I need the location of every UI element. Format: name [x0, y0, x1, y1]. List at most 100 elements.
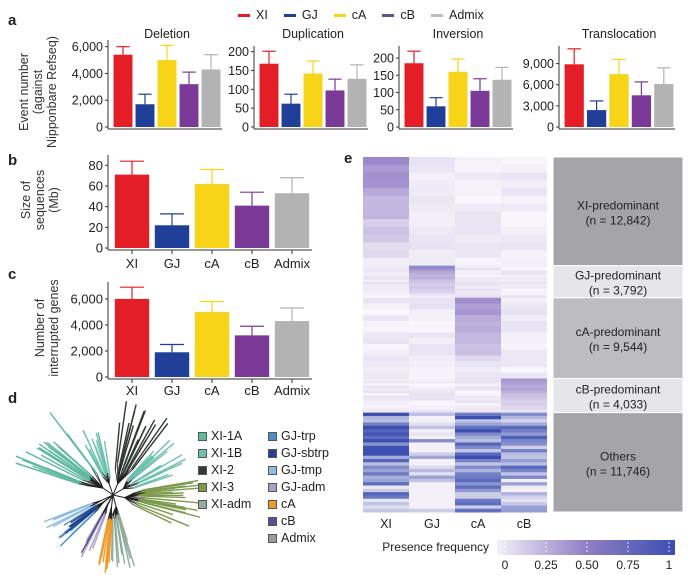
heatmap-cell — [409, 388, 455, 392]
bar-admix — [274, 193, 310, 248]
chart-title: Translocation — [582, 27, 657, 41]
heatmap-cell — [409, 498, 455, 503]
heatmap-cell — [363, 385, 409, 389]
panel-label-c: c — [8, 266, 17, 283]
tree-leaf — [36, 447, 87, 480]
clade-xi-3 — [112, 479, 200, 527]
heatmap-cell — [363, 407, 409, 411]
heatmap-cell — [501, 226, 547, 236]
heatmap-cell — [409, 380, 455, 384]
heatmap-cell — [409, 505, 455, 510]
tree-branch — [112, 494, 125, 499]
tree-legend-label: GJ-sbtrp — [281, 446, 329, 460]
heatmap-cell — [409, 429, 455, 433]
tree-leaf — [133, 442, 175, 478]
heatmap-cell — [455, 383, 501, 387]
tree-legend-swatch — [268, 448, 277, 458]
heatmap-cell — [501, 366, 547, 374]
tree-leaf — [131, 417, 168, 469]
tree-leaf — [48, 449, 91, 480]
heatmap-cell — [501, 164, 547, 174]
heatmap-cell — [455, 455, 501, 460]
heatmap-cell — [363, 203, 409, 212]
heatmap-cell — [409, 462, 455, 467]
tree-legend-item-gj-sbtrp: GJ-sbtrp — [268, 445, 358, 461]
tree-leaf — [131, 450, 168, 481]
heatmap-cell — [409, 349, 455, 356]
heatmap-cell — [501, 309, 547, 316]
heatmap-cell — [409, 203, 455, 212]
heatmap-cell — [363, 405, 409, 409]
heatmap-cell — [363, 372, 409, 379]
tree-legend-item-xi-3: XI-3 — [198, 479, 268, 495]
heatmap-cell — [363, 485, 409, 490]
heatmap-cell — [363, 172, 409, 181]
group-label: Others — [600, 449, 636, 463]
heatmap-cell — [455, 277, 501, 280]
tree-branch — [124, 497, 139, 502]
heatmap-cell — [501, 478, 547, 483]
heatmap-cell — [501, 435, 547, 440]
x-tick-label: GJ — [164, 383, 181, 398]
tree-legend-label: cA — [281, 497, 296, 511]
heatmap-cell — [501, 445, 547, 450]
bar-gj — [426, 106, 446, 127]
heatmap-cell — [455, 442, 501, 447]
heatmap-column-label: XI — [380, 517, 392, 531]
heatmap-cell — [409, 309, 455, 316]
bar-cb — [470, 90, 490, 127]
bar-admix — [201, 69, 221, 127]
heatmap-cell — [409, 320, 455, 328]
heatmap-cell — [455, 462, 501, 467]
heatmap-cell — [363, 272, 409, 276]
tree-branch — [108, 476, 111, 484]
heatmap-cell — [409, 449, 455, 453]
x-tick-label: GJ — [164, 256, 181, 271]
heatmap-cell — [501, 293, 547, 296]
heatmap-cell — [455, 445, 501, 450]
tree-branch — [107, 506, 112, 520]
legend-swatch — [333, 13, 346, 17]
heatmap-cell — [409, 297, 455, 305]
heatmap-cell — [501, 415, 547, 420]
chart-title: Duplication — [282, 27, 344, 41]
legend-label: cB — [400, 8, 415, 22]
heatmap-cell — [455, 295, 501, 299]
heatmap-cell — [501, 250, 547, 259]
heatmap-cell — [363, 482, 409, 486]
colorbar-label: Presence frequency — [382, 540, 489, 554]
heatmap-cell — [501, 452, 547, 457]
ylabel-a: Event number (against Nipponbare Refseq) — [17, 36, 59, 148]
heatmap-cell — [501, 234, 547, 243]
heatmap-cell — [455, 393, 501, 397]
heatmap-cell — [455, 281, 501, 285]
heatmap-cell — [409, 400, 455, 404]
legend-item-admix: Admix — [430, 8, 484, 22]
group-count: (n = 3,792) — [589, 284, 647, 298]
tree-leaf — [70, 504, 99, 524]
tree-legend-item-xi-adm: XI-adm — [198, 496, 268, 512]
group-count: (n = 9,544) — [589, 340, 647, 354]
heatmap-cell — [501, 482, 547, 486]
heatmap-cell — [409, 435, 455, 440]
heatmap-cell — [501, 419, 547, 424]
tree-leaf — [32, 465, 86, 486]
heatmap-cell — [409, 279, 455, 283]
heatmap-cell — [363, 492, 409, 496]
group-box-ca-predominant — [552, 297, 684, 379]
heatmap-column-label: cB — [517, 517, 532, 531]
tree-branch — [106, 494, 114, 506]
heatmap-cell — [409, 195, 455, 205]
heatmap-cell — [455, 400, 501, 404]
heatmap-cell — [409, 234, 455, 243]
tree-branch — [112, 506, 117, 519]
group-label: XI-predominant — [577, 198, 660, 212]
heatmap-cell — [501, 390, 547, 394]
heatmap-cell — [501, 395, 547, 399]
heatmap-cell — [455, 502, 501, 506]
tree-leaf — [136, 462, 183, 485]
heatmap-cell — [501, 242, 547, 251]
heatmap-cell — [363, 195, 409, 205]
heatmap-group-gj-predominant — [363, 265, 547, 299]
